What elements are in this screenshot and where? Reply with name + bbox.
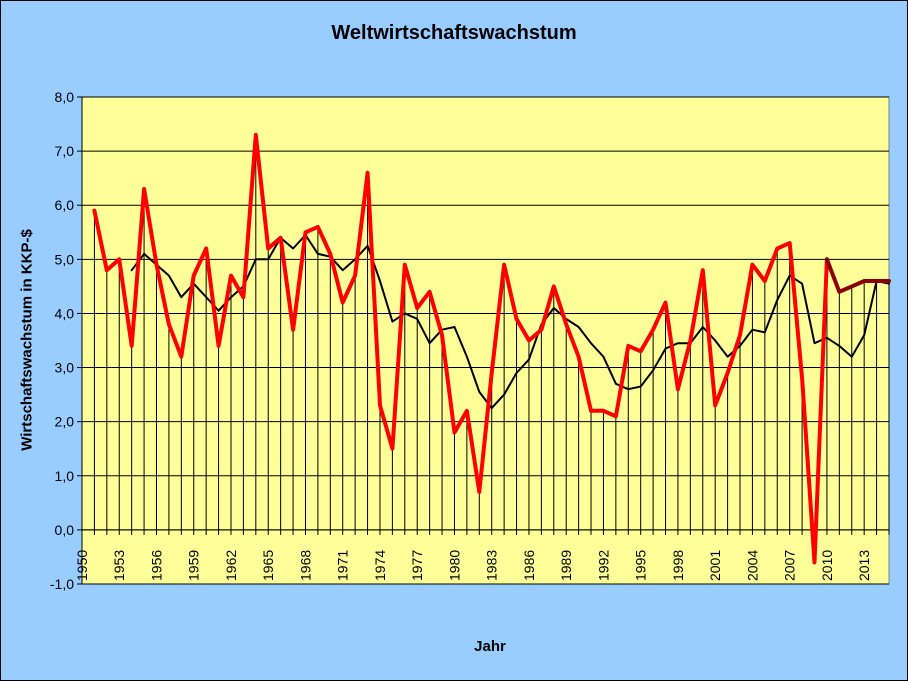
y-tick-label: -1,0 — [50, 576, 74, 592]
x-tick-label: 1974 — [372, 550, 388, 581]
x-tick-label: 2007 — [782, 550, 798, 581]
x-axis-label: Jahr — [474, 638, 506, 655]
x-tick-label: 1992 — [595, 550, 611, 581]
x-tick-label: 1956 — [148, 550, 164, 581]
y-tick-label: 2,0 — [55, 414, 75, 430]
x-tick-label: 2013 — [856, 550, 872, 581]
y-tick-label: 3,0 — [55, 360, 75, 376]
axes — [81, 97, 890, 584]
x-tick-label: 1953 — [111, 550, 127, 581]
x-tick-label: 1995 — [633, 550, 649, 581]
y-tick-label: 0,0 — [55, 522, 75, 538]
x-tick-label: 1998 — [670, 550, 686, 581]
x-tick-label: 2004 — [744, 550, 760, 581]
series-line-average — [130, 234, 890, 410]
series-lines — [92, 132, 891, 565]
x-tick-label: 1977 — [409, 550, 425, 581]
x-tick-label: 1980 — [446, 550, 462, 581]
x-tick-label: 1962 — [223, 550, 239, 581]
x-tick-label: 1965 — [260, 550, 276, 581]
x-tick-label: 1971 — [335, 550, 351, 581]
y-tick-label: 7,0 — [55, 143, 75, 159]
y-tick-label: 8,0 — [55, 89, 75, 105]
x-tick-label: 2010 — [819, 550, 835, 581]
y-tick-label: 6,0 — [55, 197, 75, 213]
x-tick-labels: 1950 1953 1956 1959 1962 1965 1968 1971 1974 1977… — [74, 550, 872, 581]
y-tick-label: 4,0 — [55, 305, 75, 321]
y-tick-label: 5,0 — [55, 251, 75, 267]
x-tick-label: 1989 — [558, 550, 574, 581]
y-tick-label: 1,0 — [55, 468, 75, 484]
x-tick-label: 1968 — [297, 550, 313, 581]
x-tick-label: 2001 — [707, 550, 723, 581]
x-tick-label: 1983 — [484, 550, 500, 581]
vertical-drop-lines — [93, 134, 890, 563]
series-line-forecast — [824, 257, 891, 294]
chart-title: Weltwirtschaftswachstum — [331, 22, 577, 44]
y-tick-labels: -1,0 0,0 1,0 2,0 3,0 4,0 5,0 6,0 7,0 8,0 — [50, 89, 74, 592]
plot-area — [81, 96, 890, 585]
series-line-growth — [92, 132, 829, 565]
x-tick-label: 1959 — [186, 550, 202, 581]
x-tick-label: 1950 — [74, 550, 90, 581]
x-tick-label: 1986 — [521, 550, 537, 581]
